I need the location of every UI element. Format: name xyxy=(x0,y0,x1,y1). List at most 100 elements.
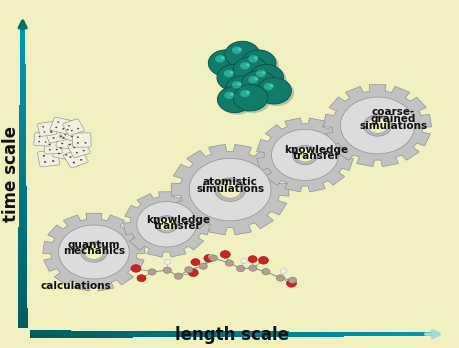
Circle shape xyxy=(269,84,273,87)
Bar xyxy=(19,135,26,140)
Circle shape xyxy=(208,50,242,76)
Bar xyxy=(50,330,57,338)
Bar xyxy=(261,331,268,337)
Circle shape xyxy=(280,269,286,274)
Circle shape xyxy=(224,70,233,77)
Bar xyxy=(227,331,234,337)
Bar xyxy=(19,104,26,110)
Bar xyxy=(329,332,336,337)
Bar xyxy=(19,160,26,166)
Bar xyxy=(19,115,26,120)
Circle shape xyxy=(67,129,68,130)
Polygon shape xyxy=(43,213,145,291)
Circle shape xyxy=(244,73,278,99)
Bar xyxy=(30,330,37,338)
Bar xyxy=(132,331,139,338)
Circle shape xyxy=(60,147,62,149)
Bar xyxy=(18,303,28,308)
Circle shape xyxy=(241,71,275,97)
Circle shape xyxy=(245,63,249,66)
Bar xyxy=(18,262,27,267)
Bar xyxy=(20,28,25,33)
Bar xyxy=(20,49,25,54)
Circle shape xyxy=(44,161,46,163)
Text: atomistic: atomistic xyxy=(202,177,257,187)
Circle shape xyxy=(220,56,224,60)
Bar xyxy=(343,332,350,337)
Bar xyxy=(105,331,112,338)
Bar xyxy=(18,267,27,272)
Circle shape xyxy=(50,131,52,133)
Bar xyxy=(214,331,220,337)
Circle shape xyxy=(211,52,245,78)
Bar xyxy=(431,332,438,336)
Bar xyxy=(146,331,152,338)
Bar xyxy=(397,332,404,336)
Bar xyxy=(288,332,295,337)
Circle shape xyxy=(77,142,79,144)
Circle shape xyxy=(155,216,178,233)
Circle shape xyxy=(190,259,200,266)
FancyBboxPatch shape xyxy=(56,133,77,149)
Bar xyxy=(275,331,282,337)
Circle shape xyxy=(62,137,65,139)
Bar xyxy=(18,252,27,257)
Circle shape xyxy=(240,62,249,70)
Bar xyxy=(207,331,214,337)
Text: length scale: length scale xyxy=(175,326,289,344)
FancyBboxPatch shape xyxy=(37,150,60,167)
Bar xyxy=(220,331,227,337)
Bar xyxy=(18,287,27,293)
Circle shape xyxy=(209,255,217,261)
Circle shape xyxy=(64,134,66,135)
Circle shape xyxy=(38,141,40,142)
Bar xyxy=(19,196,27,201)
Bar xyxy=(322,332,329,337)
Circle shape xyxy=(218,181,241,198)
Bar xyxy=(18,298,28,303)
Circle shape xyxy=(256,78,291,104)
FancyBboxPatch shape xyxy=(72,133,91,147)
FancyBboxPatch shape xyxy=(50,117,72,134)
Circle shape xyxy=(61,143,63,144)
Bar xyxy=(20,23,25,28)
Bar xyxy=(98,331,105,338)
Circle shape xyxy=(291,145,317,165)
Bar xyxy=(19,130,26,135)
Bar xyxy=(19,191,27,196)
Circle shape xyxy=(80,242,107,262)
Text: mechanics: mechanics xyxy=(63,246,125,256)
Circle shape xyxy=(208,254,214,259)
Circle shape xyxy=(188,269,198,277)
FancyBboxPatch shape xyxy=(67,140,90,158)
Bar xyxy=(180,331,186,337)
Bar xyxy=(424,332,431,336)
Circle shape xyxy=(185,267,192,273)
Circle shape xyxy=(248,76,257,84)
Bar xyxy=(18,227,27,232)
Circle shape xyxy=(259,80,293,106)
Bar xyxy=(336,332,343,337)
Bar xyxy=(71,331,78,338)
Circle shape xyxy=(56,149,58,150)
Bar xyxy=(302,332,309,337)
Circle shape xyxy=(189,158,270,221)
Bar xyxy=(91,331,98,338)
Polygon shape xyxy=(171,144,288,235)
Circle shape xyxy=(230,93,234,96)
Bar xyxy=(19,110,26,115)
Circle shape xyxy=(258,256,268,264)
Bar xyxy=(18,283,27,287)
Circle shape xyxy=(263,83,273,90)
Circle shape xyxy=(252,66,286,93)
Circle shape xyxy=(261,269,269,275)
Circle shape xyxy=(42,126,44,128)
Text: calculations: calculations xyxy=(40,280,111,291)
Bar xyxy=(363,332,370,337)
Bar xyxy=(384,332,390,336)
Bar xyxy=(19,181,27,186)
Circle shape xyxy=(244,52,278,78)
Circle shape xyxy=(248,55,257,63)
Bar xyxy=(112,331,118,338)
Bar xyxy=(44,330,50,338)
